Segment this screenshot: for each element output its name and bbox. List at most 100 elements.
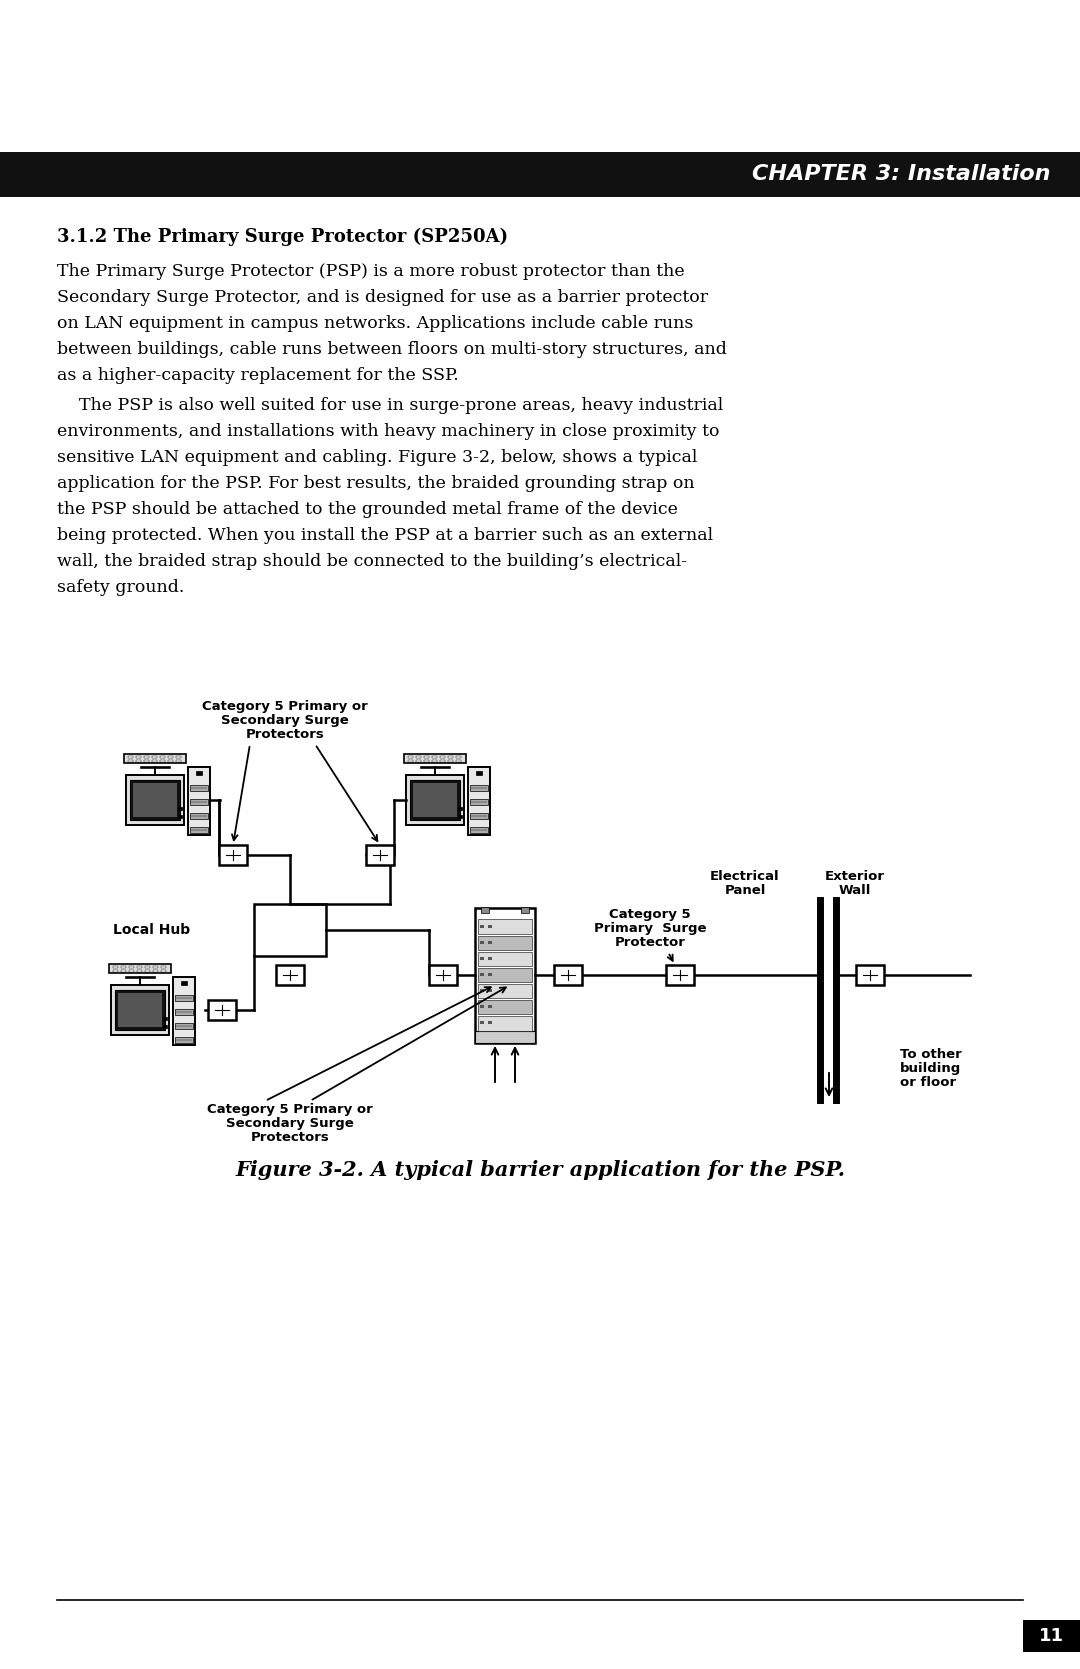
Bar	[121, 970, 126, 973]
Bar	[416, 756, 421, 758]
Text: Electrical: Electrical	[711, 870, 780, 883]
Bar	[175, 1036, 193, 1043]
Bar	[195, 771, 202, 774]
Bar	[113, 966, 118, 968]
Bar	[152, 756, 157, 758]
Bar	[137, 966, 141, 968]
Text: Protectors: Protectors	[245, 728, 324, 741]
Bar	[471, 801, 487, 803]
Text: Wall: Wall	[839, 885, 872, 896]
Bar	[145, 970, 150, 973]
Text: CHAPTER 3: Installation: CHAPTER 3: Installation	[752, 165, 1050, 185]
Bar	[471, 829, 487, 831]
Bar	[111, 985, 168, 1035]
Bar	[470, 813, 488, 819]
Bar	[208, 1000, 237, 1020]
Bar	[276, 965, 303, 985]
Bar	[488, 941, 492, 943]
Bar	[254, 905, 326, 956]
Text: Figure 3-2. A typical barrier application for the PSP.: Figure 3-2. A typical barrier applicatio…	[235, 1160, 845, 1180]
Bar	[470, 799, 488, 804]
Bar	[488, 925, 492, 928]
Bar	[163, 1016, 167, 1020]
Bar	[109, 965, 171, 973]
Text: 3.1.2 The Primary Surge Protector (SP250A): 3.1.2 The Primary Surge Protector (SP250…	[57, 229, 508, 247]
Bar	[175, 1023, 193, 1030]
Bar	[408, 756, 413, 758]
Text: Category 5: Category 5	[609, 908, 691, 921]
Text: or floor: or floor	[900, 1077, 956, 1088]
Bar	[488, 1005, 492, 1008]
Bar	[114, 990, 165, 1030]
Bar	[666, 965, 694, 985]
Bar	[480, 1021, 484, 1025]
Bar	[404, 754, 465, 763]
Bar	[856, 965, 885, 985]
Bar	[176, 1040, 192, 1041]
Bar	[458, 814, 462, 818]
Bar	[481, 908, 489, 913]
Bar	[406, 774, 464, 824]
Bar	[168, 759, 173, 763]
Bar	[521, 908, 529, 913]
Bar	[478, 1000, 532, 1015]
Bar	[471, 814, 487, 818]
Bar	[432, 759, 437, 763]
Text: Category 5 Primary or: Category 5 Primary or	[202, 699, 368, 713]
Bar	[475, 908, 535, 1043]
Bar	[0, 152, 1080, 197]
Text: Category 5 Primary or: Category 5 Primary or	[207, 1103, 373, 1117]
Bar	[478, 936, 532, 950]
Text: the PSP should be attached to the grounded metal frame of the device: the PSP should be attached to the ground…	[57, 501, 678, 517]
Bar	[145, 966, 150, 968]
Bar	[190, 784, 208, 791]
Bar	[161, 966, 166, 968]
Bar	[440, 759, 445, 763]
Text: being protected. When you install the PSP at a barrier such as an external: being protected. When you install the PS…	[57, 527, 713, 544]
Text: Primary  Surge: Primary Surge	[594, 921, 706, 935]
Text: Secondary Surge: Secondary Surge	[226, 1117, 354, 1130]
Text: The Primary Surge Protector (PSP) is a more robust protector than the: The Primary Surge Protector (PSP) is a m…	[57, 264, 685, 280]
Bar	[478, 1016, 532, 1030]
Bar	[470, 784, 488, 791]
Bar	[161, 970, 166, 973]
Bar	[190, 828, 208, 833]
Bar	[175, 995, 193, 1001]
Bar	[153, 970, 158, 973]
Bar	[416, 759, 421, 763]
Bar	[176, 996, 192, 1000]
Text: Protectors: Protectors	[251, 1132, 329, 1143]
Bar	[410, 779, 460, 819]
Bar	[191, 801, 207, 803]
Bar	[480, 925, 484, 928]
Bar	[176, 759, 181, 763]
Text: Local Hub: Local Hub	[113, 923, 190, 936]
Bar	[133, 783, 177, 818]
Bar	[113, 970, 118, 973]
Bar	[448, 756, 453, 758]
Text: between buildings, cable runs between floors on multi-story structures, and: between buildings, cable runs between fl…	[57, 340, 727, 357]
Text: on LAN equipment in campus networks. Applications include cable runs: on LAN equipment in campus networks. App…	[57, 315, 693, 332]
Bar	[178, 814, 183, 818]
Text: 11: 11	[1039, 1627, 1064, 1646]
Bar	[424, 759, 429, 763]
Text: sensitive LAN equipment and cabling. Figure 3-2, below, shows a typical: sensitive LAN equipment and cabling. Fig…	[57, 449, 698, 466]
Bar	[160, 756, 165, 758]
Bar	[488, 973, 492, 976]
Bar	[478, 920, 532, 933]
Bar	[176, 756, 181, 758]
Bar	[173, 976, 195, 1045]
Bar	[432, 756, 437, 758]
Bar	[188, 768, 210, 834]
Bar	[176, 1011, 192, 1013]
Bar	[424, 756, 429, 758]
Bar	[429, 965, 457, 985]
Bar	[456, 756, 461, 758]
Text: environments, and installations with heavy machinery in close proximity to: environments, and installations with hea…	[57, 422, 719, 441]
Bar	[219, 845, 247, 865]
Bar	[126, 774, 184, 824]
Bar	[190, 799, 208, 804]
Bar	[471, 788, 487, 789]
Bar	[191, 788, 207, 789]
Bar	[478, 968, 532, 981]
